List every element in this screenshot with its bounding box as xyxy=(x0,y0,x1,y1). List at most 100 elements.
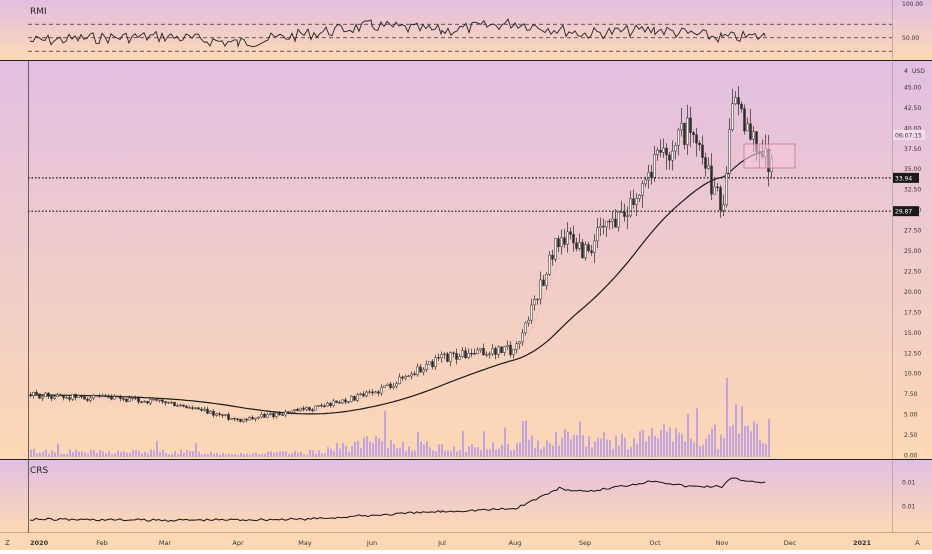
volume-bar xyxy=(678,432,680,457)
volume-bar xyxy=(549,443,551,457)
candle-body xyxy=(149,399,152,404)
candle-body xyxy=(470,352,473,355)
price-level-tag-text: 33.94 xyxy=(895,175,912,182)
volume-bar xyxy=(504,427,506,457)
volume-bar xyxy=(279,451,281,457)
volume-bar xyxy=(84,452,86,457)
volume-bar xyxy=(42,451,44,457)
volume-bar xyxy=(423,444,425,457)
volume-bar xyxy=(354,442,356,457)
volume-bar xyxy=(312,450,314,457)
volume-bar xyxy=(252,453,254,457)
auto-scale-icon[interactable]: A xyxy=(915,539,920,547)
volume-bar xyxy=(753,420,755,457)
volume-bar xyxy=(420,441,422,457)
volume-bar xyxy=(132,449,134,457)
volume-bar xyxy=(54,452,56,457)
volume-bar xyxy=(510,450,512,457)
candle-body xyxy=(581,242,584,259)
candle-body xyxy=(59,394,62,397)
volume-bar xyxy=(144,451,146,457)
volume-bar xyxy=(591,447,593,457)
candle-body xyxy=(680,123,683,131)
candle-body xyxy=(710,165,713,195)
candle-body xyxy=(92,394,95,399)
candle-body xyxy=(623,211,626,217)
candle-body xyxy=(134,397,137,399)
volume-bar xyxy=(57,443,59,457)
candle-body xyxy=(362,393,365,397)
volume-bar xyxy=(255,452,257,457)
volume-bar xyxy=(519,442,521,457)
volume-bar xyxy=(603,432,605,457)
candle-body xyxy=(545,274,548,286)
volume-bar xyxy=(756,423,758,457)
volume-bar xyxy=(693,442,695,457)
volume-bar xyxy=(744,426,746,457)
volume-bar xyxy=(165,452,167,457)
volume-bar xyxy=(180,449,182,457)
volume-bar xyxy=(324,453,326,457)
volume-bar xyxy=(63,453,65,457)
volume-bar xyxy=(360,447,362,457)
candle-body xyxy=(350,395,353,402)
candle-body xyxy=(542,279,545,286)
volume-bar xyxy=(48,453,50,457)
candle-body xyxy=(227,414,230,420)
candle-body xyxy=(668,154,671,161)
volume-bar xyxy=(186,450,188,457)
candle-body xyxy=(245,418,248,421)
volume-bar xyxy=(363,437,365,457)
candle-body xyxy=(266,414,269,418)
candle-body xyxy=(434,357,437,367)
price-tick-label: 27.50 xyxy=(904,228,921,235)
volume-bar xyxy=(234,454,236,457)
volume-bar xyxy=(264,453,266,457)
countdown-tag-text: 06:07:15 xyxy=(895,132,922,139)
volume-bar xyxy=(156,440,158,457)
top-tick: 4 xyxy=(904,68,908,75)
candle-body xyxy=(560,237,563,248)
price-tick-label: 5.00 xyxy=(904,412,918,419)
volume-bar xyxy=(735,404,737,457)
volume-bar xyxy=(69,449,71,457)
volume-bar xyxy=(639,431,641,457)
candle-body xyxy=(293,408,296,412)
candle-body xyxy=(311,409,314,412)
candle-body xyxy=(524,322,527,334)
time-label: May xyxy=(298,539,312,547)
volume-bar xyxy=(474,447,476,457)
candle-body xyxy=(683,123,686,145)
candle-body xyxy=(551,254,554,260)
volume-bar xyxy=(384,410,386,457)
crs-series-line xyxy=(29,477,766,522)
candle-body xyxy=(122,398,125,400)
price-level-tag xyxy=(893,172,919,183)
volume-bar xyxy=(612,448,614,457)
volume-bar xyxy=(615,435,617,457)
volume-bar xyxy=(618,445,620,457)
candle-body xyxy=(473,352,476,355)
candle-body xyxy=(725,173,728,206)
time-zoom-icon[interactable]: Z xyxy=(5,539,10,547)
candle-body xyxy=(728,129,731,174)
volume-bar xyxy=(276,452,278,457)
candle-body xyxy=(743,108,746,132)
volume-bar xyxy=(411,450,413,457)
volume-bar xyxy=(177,454,179,457)
candle-body xyxy=(107,396,110,398)
crs-panel xyxy=(0,460,932,532)
volume-bar xyxy=(723,438,725,457)
volume-bar xyxy=(408,446,410,457)
candle-body xyxy=(182,404,185,407)
volume-bar xyxy=(414,450,416,457)
volume-bar xyxy=(162,449,164,457)
candle-body xyxy=(338,402,341,404)
candle-body xyxy=(296,408,299,411)
long-moving-average xyxy=(30,149,772,415)
volume-bar xyxy=(348,451,350,457)
volume-bar xyxy=(66,453,68,457)
volume-bar xyxy=(681,434,683,457)
candle-body xyxy=(125,398,128,402)
volume-bar xyxy=(597,437,599,457)
